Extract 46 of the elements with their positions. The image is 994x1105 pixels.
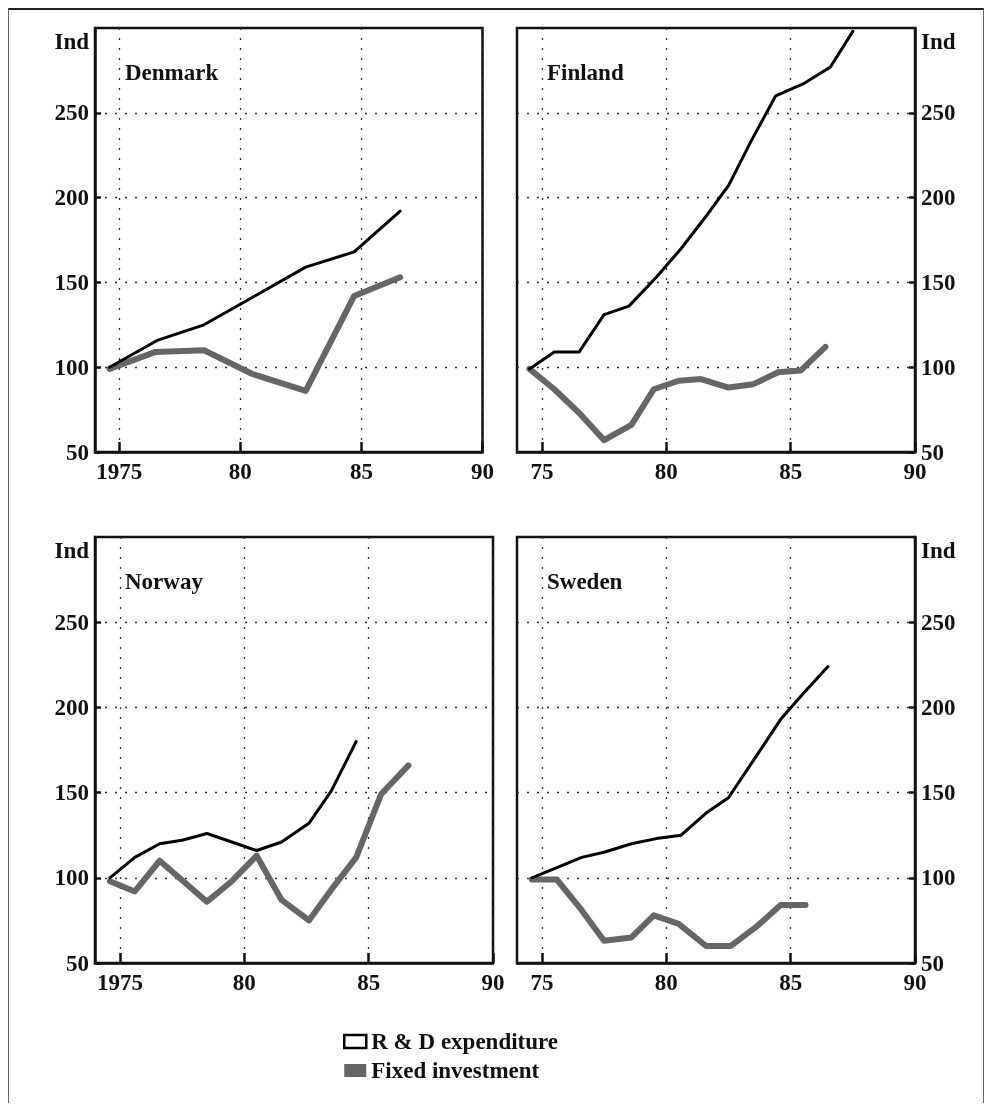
y-tick-label: 250 [54,609,89,635]
x-tick-label: 75 [530,970,554,995]
x-tick-label: 85 [779,459,803,484]
y-tick-label: 250 [54,100,89,126]
x-tick-label: 1975 [96,970,143,995]
x-tick-label: 1975 [96,459,143,484]
text: Denmark [125,60,219,85]
text: Sweden [547,569,623,594]
y-tick-label: 100 [921,865,956,891]
y-tick-label: 250 [921,100,956,126]
y-tick-label: 200 [54,185,89,211]
line-series [530,665,830,880]
y-tick-label: 200 [921,694,956,720]
text: Finland [547,60,624,85]
line-series [108,739,358,880]
x-tick-label: 85 [779,970,803,995]
legend-label: R & D expenditure [371,1029,559,1054]
x-tick-label: 90 [481,970,505,995]
x-tick-label: 80 [232,970,256,995]
x-tick-label: 75 [530,459,554,484]
y-axis-title: Ind [54,538,90,563]
y-tick-label: 50 [66,950,89,976]
y-tick-label: 250 [921,609,956,635]
x-tick-label: 80 [228,459,252,484]
y-tick-label: 150 [54,269,89,295]
y-tick-label: 200 [54,694,89,720]
y-tick-label: 200 [921,185,956,211]
y-tick-label: 150 [921,269,956,295]
y-axis-title: Ind [921,29,956,54]
x-tick-label: 80 [654,970,678,995]
y-tick-label: 50 [66,439,89,465]
y-tick-label: 100 [921,354,956,380]
y-tick-label: 100 [54,354,89,380]
legend-label: Fixed investment [371,1058,540,1083]
x-tick-label: 85 [349,459,373,484]
x-tick-label: 90 [471,459,494,484]
line-series [108,209,402,369]
text: Norway [125,569,204,594]
y-tick-label: 150 [54,780,89,806]
y-axis-title: Ind [921,538,956,563]
y-tick-label: 100 [54,865,89,891]
y-axis-title: Ind [54,29,90,54]
x-tick-label: 80 [654,459,678,484]
x-tick-label: 85 [357,970,381,995]
y-tick-label: 150 [921,780,956,806]
line-series [527,29,855,371]
